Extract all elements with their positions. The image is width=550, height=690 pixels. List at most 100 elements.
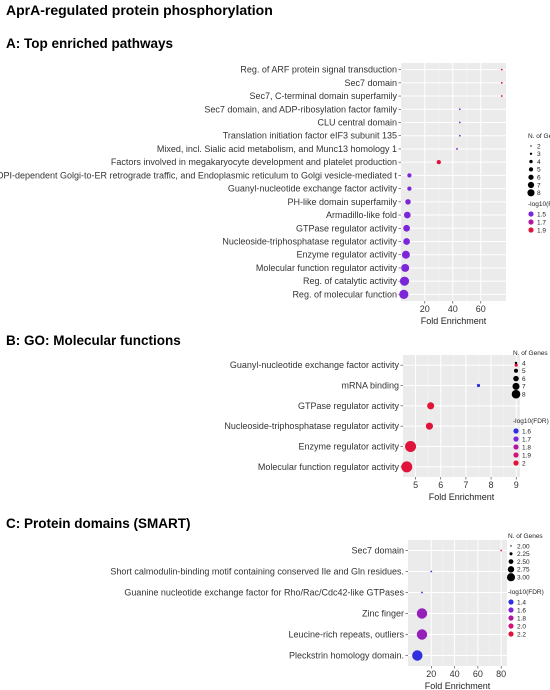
data-point <box>458 134 461 137</box>
color-legend-dot <box>508 631 514 637</box>
size-legend-dot <box>508 559 514 564</box>
data-point <box>405 441 417 452</box>
category-label: Reg. of catalytic activity <box>303 276 398 286</box>
data-point <box>403 211 411 219</box>
category-label: Nucleoside-triphosphatase regulator acti… <box>222 237 397 247</box>
data-point <box>421 591 423 594</box>
x-tick-label: 40 <box>450 669 460 679</box>
color-legend-dot <box>508 615 514 621</box>
color-legend-dot <box>513 428 519 434</box>
category-label: GTPase regulator activity <box>298 401 400 411</box>
chart-c: 20 40 60 80 Fold Enrichment Sec7 domain Short … <box>110 533 544 690</box>
color-legend-dot <box>508 599 514 605</box>
category-label: Guanyl-nucleotide exchange factor activi… <box>230 360 400 370</box>
color-legend-dot <box>513 452 519 458</box>
size-legend-label: 7 <box>537 182 541 189</box>
x-tick-label: 5 <box>413 480 418 490</box>
data-point <box>416 629 428 640</box>
size-legend-label: 8 <box>537 190 541 197</box>
data-point <box>407 186 412 191</box>
category-label: Enzyme regulator activity <box>298 442 399 452</box>
size-legend-dot <box>527 189 535 197</box>
size-legend-label: 6 <box>537 175 541 182</box>
category-label: Leucine-rich repeats, outliers <box>288 630 404 640</box>
color-legend-label: 1.8 <box>517 615 526 622</box>
page-title: AprA-regulated protein phosphorylation <box>6 2 273 18</box>
color-legend-title: -log10(FDR) <box>513 418 549 425</box>
data-point <box>407 173 412 178</box>
plot-panel <box>401 63 506 301</box>
color-legend-title: -log10(FDR) <box>528 201 550 208</box>
chart-a-title: A: Top enriched pathways <box>6 36 174 51</box>
category-label: Sec7 domain <box>344 78 397 88</box>
color-legend-dot <box>513 460 519 466</box>
size-legend-dot <box>513 375 519 382</box>
data-point <box>403 224 410 232</box>
category-label: Mixed, incl. Sialic acid metabolism, and… <box>157 144 397 154</box>
category-label: Short calmodulin-binding motif containin… <box>110 567 404 577</box>
color-legend-label: 2.0 <box>517 623 526 630</box>
size-legend-dot <box>528 174 534 180</box>
x-tick-label: 80 <box>496 669 506 679</box>
data-point <box>403 238 410 245</box>
x-tick-label: 8 <box>489 480 494 490</box>
color-legend-label: 1.6 <box>522 428 531 435</box>
category-label: Factors involved in megakaryocyte develo… <box>111 157 397 167</box>
size-legend-label: 5 <box>522 368 526 375</box>
color-legend-label: 1.6 <box>517 607 526 614</box>
size-legend-dot <box>529 152 533 155</box>
data-point <box>399 289 409 299</box>
size-legend-dot <box>528 167 534 172</box>
data-point <box>514 363 518 367</box>
size-legend-label: 4 <box>522 360 526 367</box>
x-tick-label: 60 <box>473 669 483 679</box>
x-tick-label: 9 <box>514 480 519 490</box>
category-label: Molecular function regulator activity <box>258 462 400 472</box>
color-legend-label: 1.7 <box>537 219 546 226</box>
color-legend-dot <box>508 607 514 613</box>
data-point <box>458 121 461 124</box>
x-tick-label: 60 <box>476 304 486 314</box>
category-label: Sec7, C-terminal domain superfamily <box>249 91 397 101</box>
size-legend-label: 2.25 <box>517 551 530 558</box>
x-tick-label: 20 <box>426 669 436 679</box>
size-legend-dot <box>509 552 513 556</box>
size-legend-label: 2.75 <box>517 567 530 574</box>
chart-a: 20 40 60 Fold Enrichment Reg. of ARF protein… <box>0 63 550 326</box>
category-label: Nucleoside-triphosphatase regulator acti… <box>224 421 399 431</box>
plot-panel <box>408 540 507 666</box>
category-label: Sec7 domain, and ADP-ribosylation factor… <box>204 104 397 114</box>
category-label: Guanine nucleotide exchange factor for R… <box>124 588 404 598</box>
data-point <box>500 95 503 97</box>
size-legend-dot <box>506 573 516 582</box>
chart-c-title: C: Protein domains (SMART) <box>6 516 191 531</box>
color-legend-label: 1.9 <box>522 452 531 459</box>
category-label: Reg. of ARF protein signal transduction <box>240 65 397 75</box>
x-tick-label: 20 <box>420 304 430 314</box>
color-legend-dot <box>528 211 534 217</box>
size-legend-label: 8 <box>522 392 526 399</box>
color-legend-title: -log10(FDR) <box>508 589 544 596</box>
category-label: mRNA binding <box>341 381 399 391</box>
size-legend-dot <box>513 368 519 373</box>
category-label: Molecular function regulator activity <box>256 263 398 273</box>
size-legend-label: 2 <box>537 143 541 150</box>
color-legend-label: 1.7 <box>522 436 531 443</box>
data-point <box>425 422 433 430</box>
x-tick-label: 40 <box>448 304 458 314</box>
data-point <box>430 570 433 573</box>
category-label: Translation initiation factor eIF3 subun… <box>223 131 397 141</box>
color-legend-label: 1.8 <box>522 444 531 451</box>
data-point <box>401 263 410 272</box>
data-point <box>456 148 458 150</box>
size-legend-dot <box>527 181 535 189</box>
size-legend-title: N. of Genes <box>528 133 550 140</box>
x-axis-title: Fold Enrichment <box>421 316 487 326</box>
category-label: COPI-dependent Golgi-to-ER retrograde tr… <box>0 170 397 180</box>
color-legend-label: 2 <box>522 460 526 467</box>
plot-panel <box>403 355 520 477</box>
data-point <box>412 650 423 661</box>
data-point <box>401 250 410 259</box>
category-label: Reg. of molecular function <box>292 289 397 299</box>
